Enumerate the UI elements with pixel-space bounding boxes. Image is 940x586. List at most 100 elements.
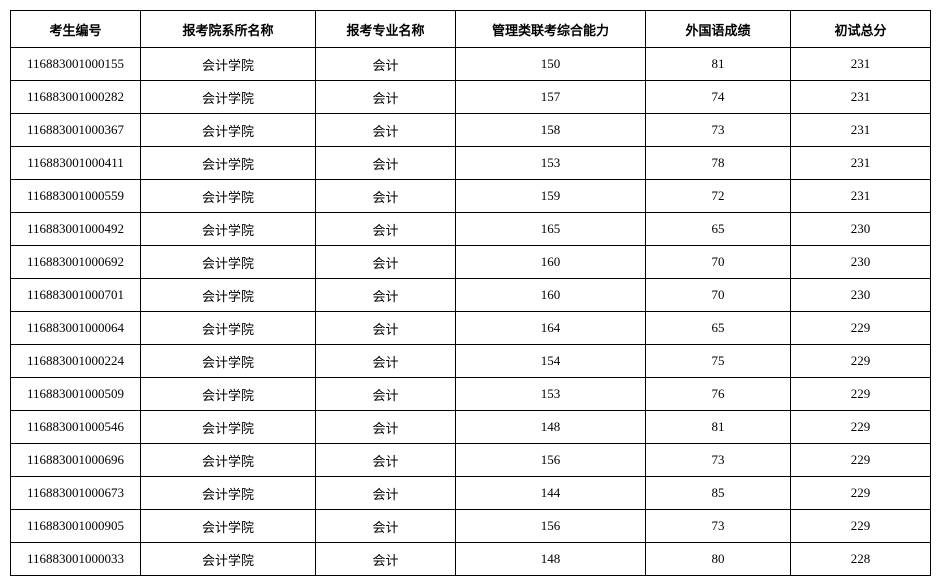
table-cell: 231 [791, 147, 931, 180]
table-cell: 153 [456, 147, 646, 180]
table-cell: 会计 [316, 114, 456, 147]
table-cell: 116883001000492 [11, 213, 141, 246]
table-cell: 229 [791, 411, 931, 444]
table-cell: 75 [646, 345, 791, 378]
table-cell: 会计学院 [141, 411, 316, 444]
table-row: 116883001000492会计学院会计16565230 [11, 213, 931, 246]
table-cell: 85 [646, 477, 791, 510]
table-header-row: 考生编号报考院系所名称报考专业名称管理类联考综合能力外国语成绩初试总分 [11, 11, 931, 48]
table-cell: 81 [646, 48, 791, 81]
table-cell: 70 [646, 279, 791, 312]
table-row: 116883001000673会计学院会计14485229 [11, 477, 931, 510]
table-cell: 160 [456, 246, 646, 279]
table-cell: 156 [456, 444, 646, 477]
table-cell: 229 [791, 477, 931, 510]
table-cell: 会计学院 [141, 114, 316, 147]
table-cell: 116883001000692 [11, 246, 141, 279]
table-cell: 会计 [316, 345, 456, 378]
table-row: 116883001000367会计学院会计15873231 [11, 114, 931, 147]
table-cell: 116883001000282 [11, 81, 141, 114]
column-header: 初试总分 [791, 11, 931, 48]
table-cell: 153 [456, 378, 646, 411]
table-cell: 会计学院 [141, 543, 316, 576]
table-cell: 228 [791, 543, 931, 576]
column-header: 外国语成绩 [646, 11, 791, 48]
table-cell: 116883001000546 [11, 411, 141, 444]
table-cell: 会计学院 [141, 279, 316, 312]
table-cell: 会计学院 [141, 48, 316, 81]
table-cell: 116883001000367 [11, 114, 141, 147]
table-row: 116883001000905会计学院会计15673229 [11, 510, 931, 543]
score-table: 考生编号报考院系所名称报考专业名称管理类联考综合能力外国语成绩初试总分 1168… [10, 10, 931, 576]
table-cell: 会计 [316, 444, 456, 477]
table-cell: 81 [646, 411, 791, 444]
table-cell: 会计学院 [141, 444, 316, 477]
table-cell: 会计 [316, 312, 456, 345]
table-cell: 229 [791, 444, 931, 477]
table-row: 116883001000282会计学院会计15774231 [11, 81, 931, 114]
table-row: 116883001000411会计学院会计15378231 [11, 147, 931, 180]
column-header: 报考专业名称 [316, 11, 456, 48]
table-cell: 会计 [316, 48, 456, 81]
table-cell: 144 [456, 477, 646, 510]
table-cell: 116883001000509 [11, 378, 141, 411]
table-cell: 148 [456, 411, 646, 444]
table-cell: 116883001000411 [11, 147, 141, 180]
table-cell: 会计 [316, 147, 456, 180]
table-cell: 会计 [316, 378, 456, 411]
table-cell: 会计 [316, 213, 456, 246]
table-cell: 65 [646, 213, 791, 246]
table-cell: 231 [791, 48, 931, 81]
table-cell: 72 [646, 180, 791, 213]
table-cell: 116883001000696 [11, 444, 141, 477]
table-cell: 会计 [316, 279, 456, 312]
table-cell: 229 [791, 345, 931, 378]
table-cell: 156 [456, 510, 646, 543]
table-cell: 229 [791, 510, 931, 543]
table-cell: 会计学院 [141, 180, 316, 213]
column-header: 考生编号 [11, 11, 141, 48]
table-cell: 会计 [316, 543, 456, 576]
table-row: 116883001000033会计学院会计14880228 [11, 543, 931, 576]
table-cell: 会计学院 [141, 378, 316, 411]
table-cell: 148 [456, 543, 646, 576]
table-cell: 会计学院 [141, 510, 316, 543]
column-header: 报考院系所名称 [141, 11, 316, 48]
table-row: 116883001000546会计学院会计14881229 [11, 411, 931, 444]
table-cell: 231 [791, 114, 931, 147]
table-cell: 230 [791, 246, 931, 279]
table-cell: 80 [646, 543, 791, 576]
table-cell: 会计学院 [141, 213, 316, 246]
table-cell: 157 [456, 81, 646, 114]
table-cell: 会计学院 [141, 147, 316, 180]
table-row: 116883001000064会计学院会计16465229 [11, 312, 931, 345]
table-cell: 229 [791, 378, 931, 411]
table-cell: 会计学院 [141, 246, 316, 279]
table-row: 116883001000696会计学院会计15673229 [11, 444, 931, 477]
table-cell: 116883001000905 [11, 510, 141, 543]
table-cell: 230 [791, 279, 931, 312]
table-cell: 116883001000224 [11, 345, 141, 378]
table-cell: 116883001000673 [11, 477, 141, 510]
table-cell: 会计 [316, 81, 456, 114]
table-cell: 会计 [316, 477, 456, 510]
column-header: 管理类联考综合能力 [456, 11, 646, 48]
table-cell: 116883001000701 [11, 279, 141, 312]
table-cell: 154 [456, 345, 646, 378]
table-cell: 160 [456, 279, 646, 312]
table-cell: 159 [456, 180, 646, 213]
table-row: 116883001000701会计学院会计16070230 [11, 279, 931, 312]
table-cell: 116883001000155 [11, 48, 141, 81]
table-cell: 73 [646, 114, 791, 147]
table-cell: 229 [791, 312, 931, 345]
table-cell: 65 [646, 312, 791, 345]
table-cell: 会计学院 [141, 477, 316, 510]
table-cell: 116883001000033 [11, 543, 141, 576]
table-row: 116883001000155会计学院会计15081231 [11, 48, 931, 81]
table-cell: 78 [646, 147, 791, 180]
table-cell: 会计 [316, 510, 456, 543]
table-cell: 116883001000559 [11, 180, 141, 213]
table-cell: 116883001000064 [11, 312, 141, 345]
table-row: 116883001000224会计学院会计15475229 [11, 345, 931, 378]
table-cell: 158 [456, 114, 646, 147]
